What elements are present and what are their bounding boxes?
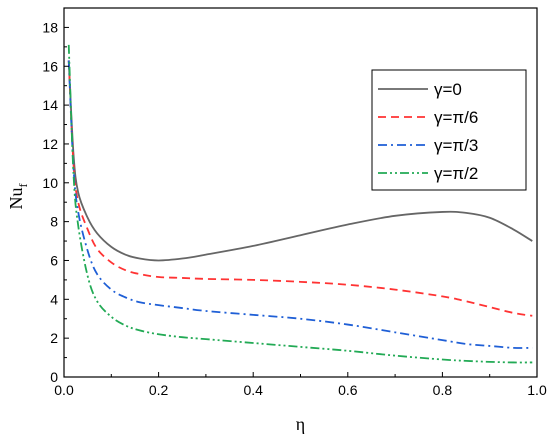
y-tick-label: 6	[50, 252, 58, 268]
x-axis-label: η	[296, 414, 305, 434]
legend-label: γ=π/3	[434, 136, 478, 155]
y-tick-label: 4	[50, 291, 58, 307]
y-tick-label: 14	[42, 97, 58, 113]
y-tick-label: 0	[50, 369, 58, 385]
x-tick-label: 0.6	[338, 382, 358, 398]
y-tick-label: 12	[42, 136, 58, 152]
y-axis-label: Nuf	[6, 184, 30, 210]
plot-area	[63, 7, 538, 378]
series-layer	[67, 44, 533, 364]
y-tick-label: 10	[42, 175, 58, 191]
legend-label: γ=π/2	[434, 164, 478, 183]
legend: γ=0 γ=π/6 γ=π/3 γ=π/2	[371, 69, 527, 191]
series-line-4	[67, 44, 533, 364]
x-tick-label: 0.0	[54, 382, 74, 398]
y-tick-label: 16	[42, 58, 58, 74]
x-tick-label: 0.4	[243, 382, 263, 398]
y-tick-label: 18	[42, 19, 58, 35]
y-tick-label: 2	[50, 330, 58, 346]
axes-layer: 0.0 0.2 0.4 0.6 0.8 1.0 0 2 4 6 8 10 12 14 16 18	[42, 7, 547, 398]
series-line-2	[67, 60, 533, 317]
plot-frame	[63, 7, 538, 378]
y-tick-label: 8	[50, 214, 58, 230]
x-tick-label: 0.8	[433, 382, 453, 398]
legend-label: γ=π/6	[434, 108, 478, 127]
series-line-3	[67, 60, 533, 349]
series-line-1	[67, 60, 533, 262]
legend-box	[371, 69, 527, 191]
x-tick-label: 1.0	[527, 382, 547, 398]
x-tick-label: 0.2	[149, 382, 169, 398]
legend-label: γ=0	[434, 80, 462, 99]
